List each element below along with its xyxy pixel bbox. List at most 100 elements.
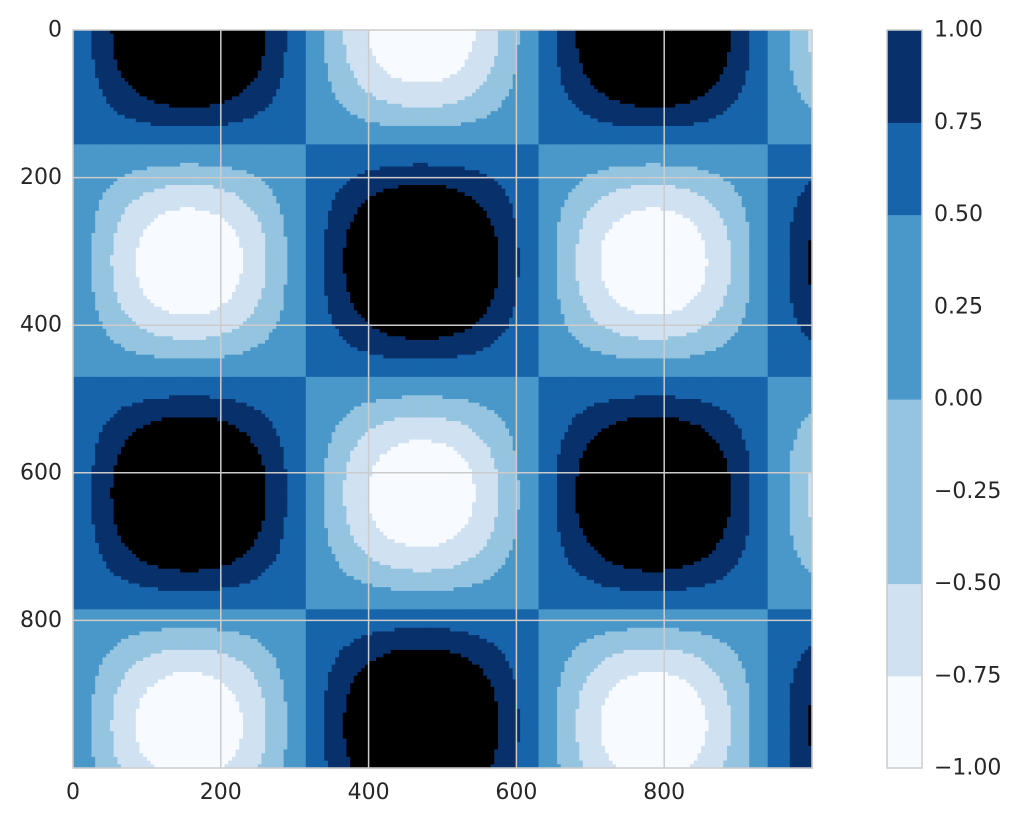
heatmap-cell	[712, 71, 716, 75]
heatmap-cell	[450, 34, 454, 38]
heatmap-cell	[635, 37, 639, 41]
heatmap-cell	[406, 78, 410, 82]
heatmap-cell	[539, 71, 543, 75]
heatmap-cell	[210, 48, 214, 52]
heatmap-cell	[675, 37, 679, 41]
heatmap-cell	[583, 37, 587, 41]
heatmap-cell	[653, 78, 657, 82]
heatmap-cell	[723, 37, 727, 41]
heatmap-cell	[465, 60, 469, 64]
heatmap-cell	[199, 48, 203, 52]
heatmap-cell	[476, 52, 480, 56]
heatmap-cell	[77, 60, 81, 64]
heatmap-cell	[642, 41, 646, 45]
heatmap-cell	[409, 60, 413, 64]
heatmap-cell	[631, 78, 635, 82]
heatmap-cell	[450, 56, 454, 60]
heatmap-cell	[77, 48, 81, 52]
heatmap-cell	[391, 78, 395, 82]
heatmap-cell	[358, 34, 362, 38]
heatmap-cell	[439, 82, 443, 86]
heatmap-cell	[391, 85, 395, 89]
heatmap-cell	[225, 82, 229, 86]
heatmap-cell	[601, 60, 605, 64]
heatmap-cell	[99, 41, 103, 45]
heatmap-cell	[258, 45, 262, 49]
heatmap-cell	[472, 45, 476, 49]
heatmap-cell	[546, 34, 550, 38]
heatmap-cell	[705, 56, 709, 60]
heatmap-cell	[472, 67, 476, 71]
heatmap-cell	[140, 67, 144, 71]
heatmap-cell	[184, 60, 188, 64]
heatmap-cell	[431, 45, 435, 49]
heatmap-cell	[620, 41, 624, 45]
heatmap-cell	[376, 71, 380, 75]
heatmap-cell	[143, 78, 147, 82]
heatmap-cell	[535, 63, 539, 67]
heatmap-cell	[132, 56, 136, 60]
heatmap-cell	[564, 37, 568, 41]
heatmap-cell	[91, 45, 95, 49]
heatmap-cell	[612, 74, 616, 78]
heatmap-cell	[764, 48, 768, 52]
heatmap-cell	[524, 56, 528, 60]
heatmap-cell	[225, 56, 229, 60]
heatmap-cell	[609, 48, 613, 52]
heatmap-cell	[520, 34, 524, 38]
heatmap-cell	[328, 52, 332, 56]
heatmap-cell	[587, 60, 591, 64]
heatmap-cell	[213, 74, 217, 78]
heatmap-cell	[321, 82, 325, 86]
heatmap-cell	[720, 52, 724, 56]
heatmap-cell	[494, 74, 498, 78]
heatmap-cell	[169, 48, 173, 52]
heatmap-cell	[601, 41, 605, 45]
heatmap-cell	[564, 48, 568, 52]
heatmap-cell	[228, 41, 232, 45]
heatmap-cell	[454, 45, 458, 49]
heatmap-cell	[114, 67, 118, 71]
heatmap-cell	[731, 60, 735, 64]
heatmap-cell	[350, 74, 354, 78]
heatmap-cell	[668, 34, 672, 38]
heatmap-cell	[794, 78, 798, 82]
heatmap-cell	[668, 60, 672, 64]
heatmap-cell	[694, 48, 698, 52]
heatmap-cell	[269, 56, 273, 60]
heatmap-cell	[764, 37, 768, 41]
heatmap-cell	[372, 78, 376, 82]
heatmap-cell	[502, 34, 506, 38]
heatmap-cell	[716, 41, 720, 45]
heatmap-cell	[247, 34, 251, 38]
heatmap-cell	[435, 52, 439, 56]
heatmap-cell	[616, 52, 620, 56]
heatmap-cell	[154, 48, 158, 52]
heatmap-cell	[250, 67, 254, 71]
heatmap-cell	[328, 56, 332, 60]
heatmap-cell	[679, 48, 683, 52]
heatmap-cell	[306, 71, 310, 75]
heatmap-cell	[668, 63, 672, 67]
heatmap-cell	[524, 71, 528, 75]
heatmap-cell	[686, 82, 690, 86]
heatmap-cell	[180, 56, 184, 60]
heatmap-cell	[199, 45, 203, 49]
heatmap-cell	[476, 74, 480, 78]
heatmap-cell	[106, 34, 110, 38]
heatmap-cell	[431, 60, 435, 64]
heatmap-cell	[609, 74, 613, 78]
heatmap-cell	[539, 48, 543, 52]
heatmap-cell	[498, 82, 502, 86]
heatmap-cell	[675, 56, 679, 60]
heatmap-cell	[768, 71, 772, 75]
heatmap-cell	[239, 82, 243, 86]
heatmap-cell	[690, 78, 694, 82]
heatmap-cell	[686, 52, 690, 56]
heatmap-cell	[635, 52, 639, 56]
heatmap-cell	[173, 34, 177, 38]
heatmap-cell	[779, 37, 783, 41]
heatmap-cell	[136, 85, 140, 89]
heatmap-cell	[339, 82, 343, 86]
heatmap-cell	[420, 41, 424, 45]
